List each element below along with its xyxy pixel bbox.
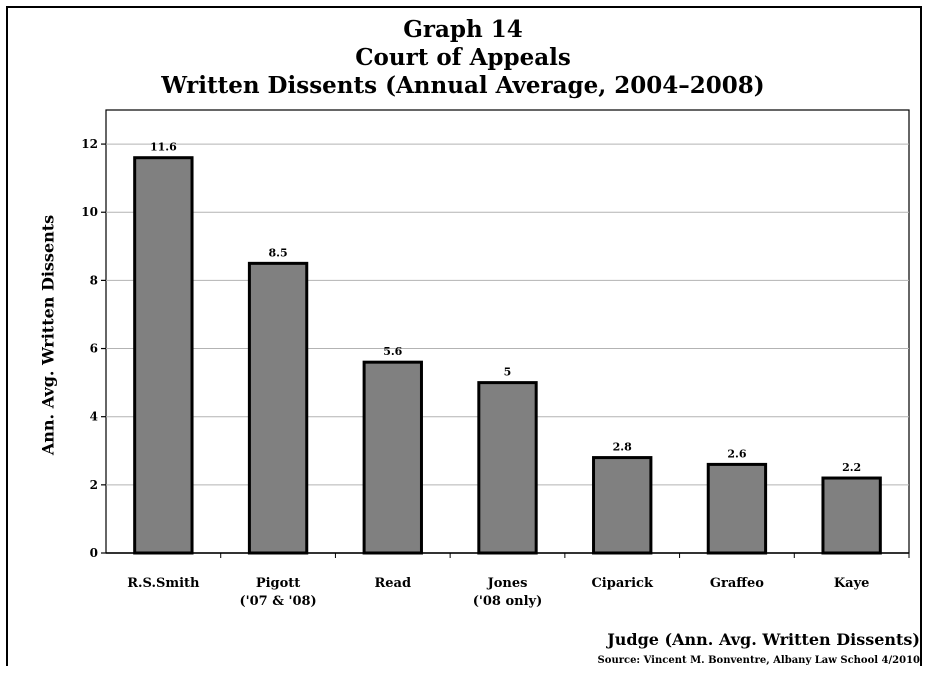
bar <box>247 261 309 555</box>
x-tick-label: R.S.Smith <box>127 576 200 591</box>
bar <box>821 476 882 555</box>
y-tick-label: 12 <box>81 137 98 151</box>
title-line-1: Graph 14 <box>403 16 523 43</box>
data-label: 2.6 <box>727 447 746 460</box>
x-tick-label: Graffeo <box>710 576 764 591</box>
y-tick-label: 8 <box>90 273 98 287</box>
data-label: 2.8 <box>613 441 632 454</box>
data-label: 2.2 <box>842 461 861 474</box>
title-line-3: Written Dissents (Annual Average, 2004–2… <box>161 72 765 99</box>
bar <box>477 381 538 555</box>
x-tick-label: Kaye <box>834 576 870 591</box>
bar <box>362 360 423 555</box>
data-label: 5.6 <box>383 345 402 358</box>
chart-title: Graph 14 Court of Appeals Written Dissen… <box>0 16 926 100</box>
data-label: 5 <box>504 366 512 379</box>
x-tick-label: Pigott <box>256 576 300 591</box>
y-tick-label: 10 <box>81 205 98 219</box>
x-tick-label: ('07 & '08) <box>239 594 316 609</box>
bar <box>133 156 194 555</box>
x-tick-label: Read <box>374 576 411 591</box>
bar <box>592 456 653 555</box>
data-label: 8.5 <box>269 246 288 259</box>
data-label: 11.6 <box>150 141 177 154</box>
bar <box>706 462 768 555</box>
source-note: Source: Vincent M. Bonventre, Albany Law… <box>597 655 920 666</box>
y-tick-label: 0 <box>90 546 98 560</box>
title-line-2: Court of Appeals <box>355 44 571 71</box>
y-tick-label: 2 <box>90 478 98 492</box>
chart-frame <box>6 6 922 666</box>
y-tick-label: 6 <box>90 342 98 356</box>
y-tick-label: 4 <box>90 410 98 424</box>
x-tick-label: Ciparick <box>591 576 654 591</box>
x-tick-label: Jones <box>487 576 528 591</box>
x-axis-label: Judge (Ann. Avg. Written Dissents) <box>607 630 920 649</box>
x-tick-label: ('08 only) <box>473 594 543 609</box>
